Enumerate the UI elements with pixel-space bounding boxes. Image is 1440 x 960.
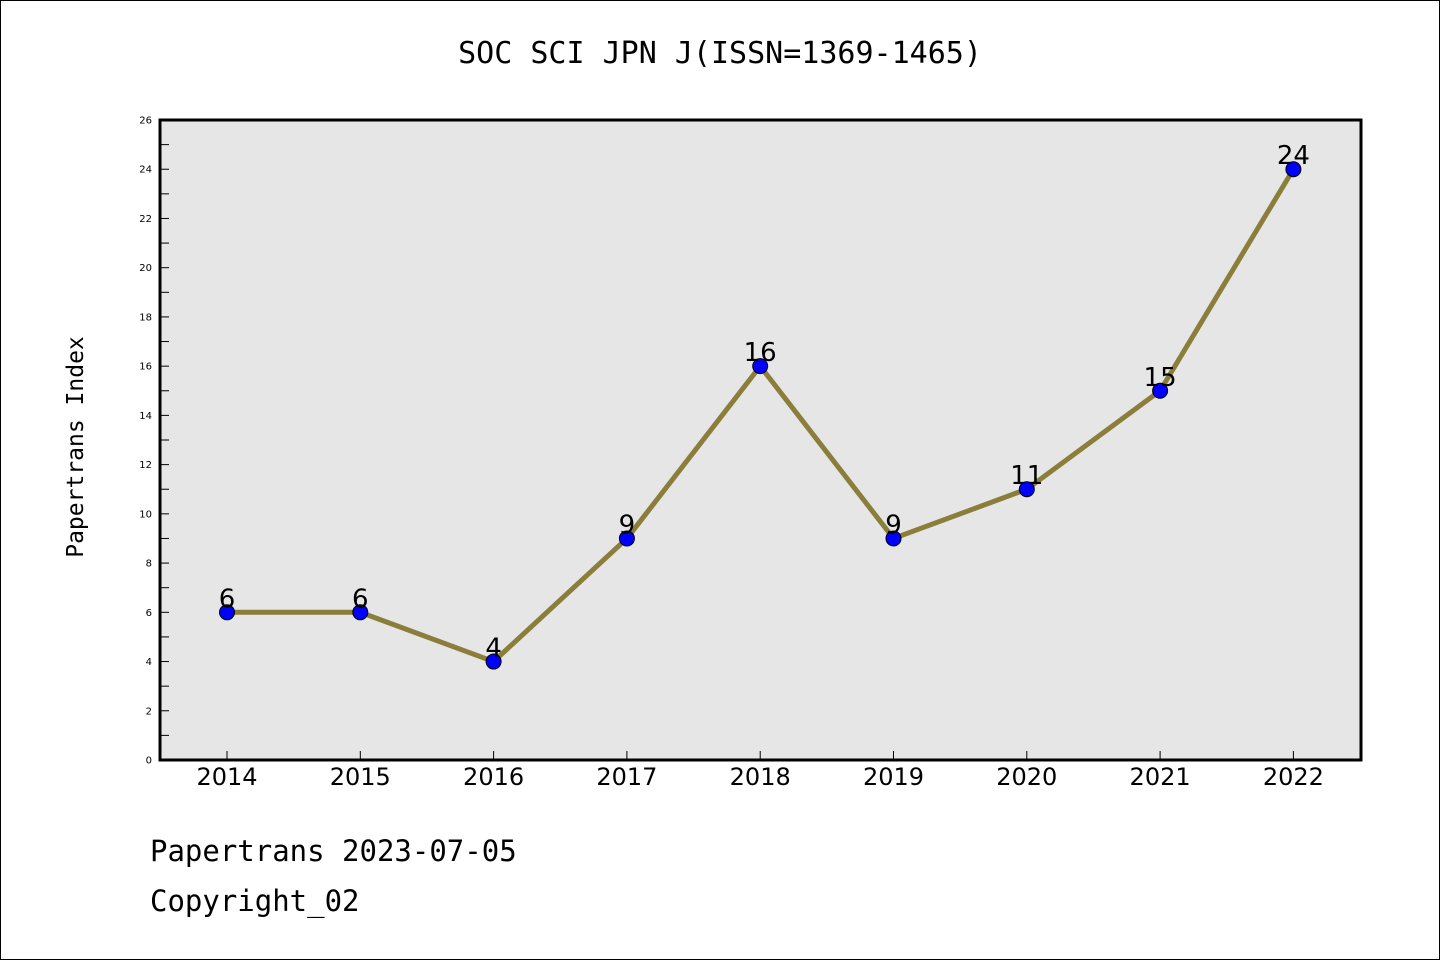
y-tick-label: 14	[139, 411, 152, 422]
data-label: 6	[352, 584, 369, 614]
y-tick-label: 2	[146, 706, 152, 717]
y-tick-label: 26	[139, 116, 152, 127]
data-point	[219, 604, 235, 621]
footer-copyright: Copyright_02	[150, 884, 360, 918]
x-tick-label: 2021	[1130, 763, 1191, 791]
x-axis-ticks: 2014 2015 2016 2017 2018 2019 2020 2021 2022	[196, 751, 1324, 791]
x-tick-label: 2022	[1263, 763, 1324, 791]
y-tick-label: 18	[139, 312, 152, 323]
x-tick-label: 2015	[330, 763, 391, 791]
data-point	[352, 604, 369, 621]
series-layer: 6 6 4 9 16 9 11 15 24	[219, 141, 1310, 670]
data-label: 9	[619, 510, 636, 540]
data-point	[1152, 382, 1169, 399]
y-tick-label: 0	[146, 756, 152, 767]
x-tick-label: 2014	[196, 763, 257, 791]
data-label: 6	[219, 584, 236, 614]
data-label: 24	[1277, 141, 1310, 171]
data-point	[752, 358, 769, 375]
y-tick-label: 6	[146, 608, 152, 619]
x-tick-label: 2020	[996, 763, 1057, 791]
plot-border	[158, 118, 1363, 762]
y-tick-label: 22	[139, 214, 152, 225]
y-tick-label: 24	[139, 165, 152, 176]
y-tick-label: 20	[139, 263, 152, 274]
data-point	[1018, 481, 1035, 498]
y-tick-label: 12	[139, 460, 152, 471]
data-point	[885, 530, 902, 547]
data-label: 4	[485, 634, 502, 664]
data-point	[485, 653, 502, 670]
data-label: 15	[1144, 363, 1177, 393]
x-tick-label: 2019	[863, 763, 924, 791]
x-tick-label: 2018	[730, 763, 791, 791]
footer-date: Papertrans 2023-07-05	[150, 834, 517, 868]
x-tick-label: 2017	[596, 763, 657, 791]
data-label: 9	[885, 510, 902, 540]
x-tick-label: 2016	[463, 763, 524, 791]
chart-title: SOC SCI JPN J(ISSN=1369-1465)	[458, 36, 982, 71]
data-label: 11	[1010, 461, 1043, 491]
y-tick-label: 16	[139, 362, 152, 373]
data-point	[618, 530, 635, 547]
data-label: 16	[744, 338, 777, 368]
data-point	[1285, 161, 1302, 178]
plot-area	[160, 120, 1361, 760]
y-tick-label: 4	[146, 657, 152, 668]
y-tick-label: 8	[146, 559, 152, 570]
y-tick-label: 10	[139, 509, 152, 520]
